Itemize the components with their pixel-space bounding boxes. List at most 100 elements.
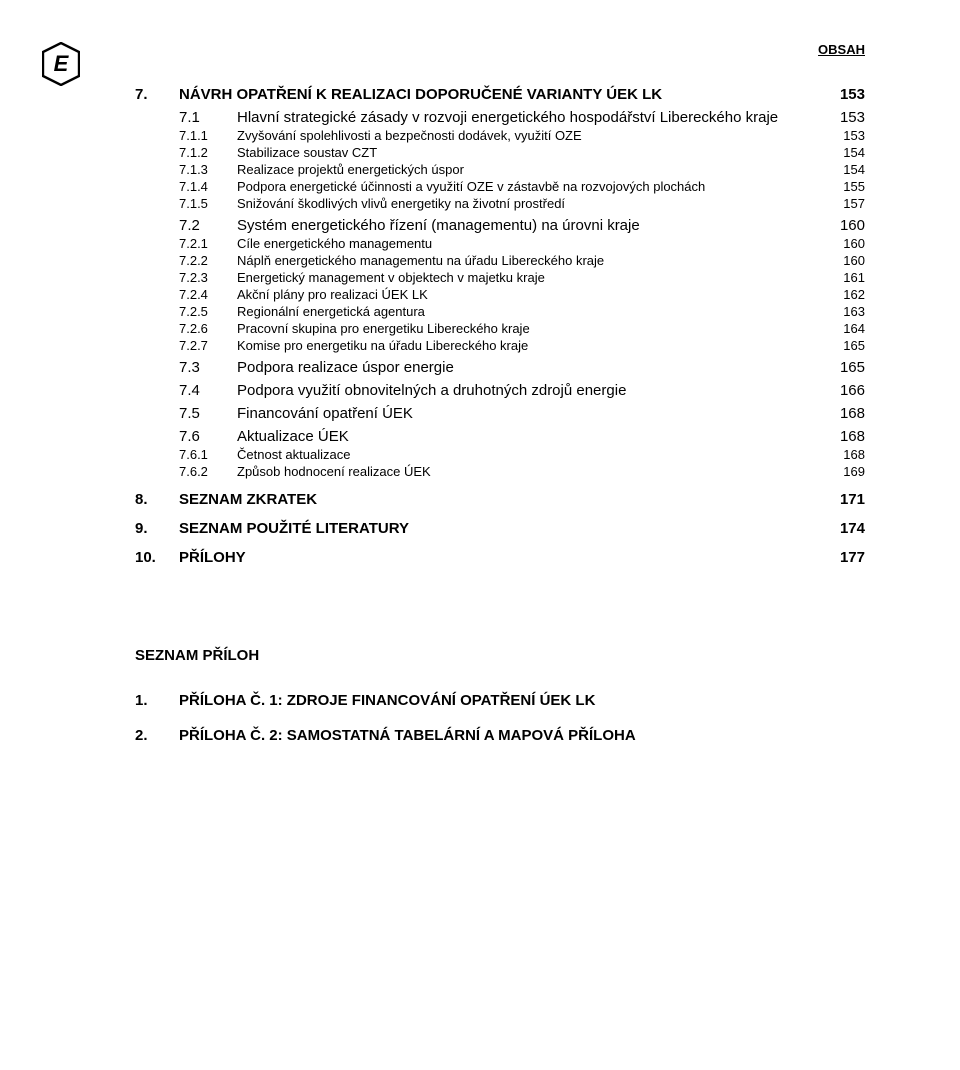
- toc-page: 155: [827, 179, 865, 194]
- toc-row: 7.2.5Regionální energetická agentura163: [135, 303, 865, 320]
- toc-title: SEZNAM ZKRATEK: [179, 491, 827, 508]
- appendix-row: 2.PŘÍLOHA Č. 2: SAMOSTATNÁ TABELÁRNÍ A M…: [135, 727, 865, 744]
- toc-page: 161: [827, 270, 865, 285]
- toc-title: Realizace projektů energetických úspor: [237, 162, 827, 177]
- toc-number: 7.1.3: [135, 162, 237, 177]
- toc-page: 165: [827, 359, 865, 376]
- toc-row: 7.2Systém energetického řízení (manageme…: [135, 216, 865, 235]
- toc-title: Komise pro energetiku na úřadu Liberecké…: [237, 338, 827, 353]
- toc-title: SEZNAM POUŽITÉ LITERATURY: [179, 520, 827, 537]
- toc-row: 7.2.3Energetický management v objektech …: [135, 269, 865, 286]
- document-page: E OBSAH 7.NÁVRH OPATŘENÍ K REALIZACI DOP…: [0, 0, 960, 1070]
- toc-title: Podpora energetické účinnosti a využití …: [237, 179, 827, 194]
- toc-number: 7.1: [135, 109, 237, 126]
- toc-number: 7.6.1: [135, 447, 237, 462]
- toc-number: 10.: [135, 549, 179, 566]
- toc-title: PŘÍLOHY: [179, 549, 827, 566]
- toc-title: NÁVRH OPATŘENÍ K REALIZACI DOPORUČENÉ VA…: [179, 86, 827, 103]
- toc-page: 157: [827, 196, 865, 211]
- toc-row: 10.PŘÍLOHY177: [135, 548, 865, 567]
- toc-page: 165: [827, 338, 865, 353]
- toc-page: 171: [827, 491, 865, 508]
- toc-number: 7.2.2: [135, 253, 237, 268]
- toc-title: Snižování škodlivých vlivů energetiky na…: [237, 196, 827, 211]
- toc-row: 7.5Financování opatření ÚEK168: [135, 404, 865, 423]
- toc-number: 7.3: [135, 359, 237, 376]
- toc-row: 7.6.1Četnost aktualizace168: [135, 446, 865, 463]
- toc-number: 7.2.4: [135, 287, 237, 302]
- appendix-row: 1.PŘÍLOHA Č. 1: ZDROJE FINANCOVÁNÍ OPATŘ…: [135, 692, 865, 709]
- toc-number: 7.2.1: [135, 236, 237, 251]
- toc-title: Akční plány pro realizaci ÚEK LK: [237, 287, 827, 302]
- toc-page: 154: [827, 145, 865, 160]
- toc-row: 7.3Podpora realizace úspor energie165: [135, 358, 865, 377]
- appendix-number: 1.: [135, 692, 179, 709]
- toc-row: 7.6Aktualizace ÚEK168: [135, 427, 865, 446]
- toc-title: Náplň energetického managementu na úřadu…: [237, 253, 827, 268]
- toc-number: 7.: [135, 86, 179, 103]
- toc-number: 7.2: [135, 217, 237, 234]
- appendix-title: PŘÍLOHA Č. 1: ZDROJE FINANCOVÁNÍ OPATŘEN…: [179, 692, 865, 709]
- toc-title: Financování opatření ÚEK: [237, 405, 827, 422]
- toc-number: 7.2.6: [135, 321, 237, 336]
- toc-row: 7.1Hlavní strategické zásady v rozvoji e…: [135, 108, 865, 127]
- toc-number: 7.2.3: [135, 270, 237, 285]
- toc-title: Hlavní strategické zásady v rozvoji ener…: [237, 109, 827, 126]
- appendix-number: 2.: [135, 727, 179, 744]
- toc-number: 7.2.5: [135, 304, 237, 319]
- toc-title: Zvyšování spolehlivosti a bezpečnosti do…: [237, 128, 827, 143]
- toc-page: 160: [827, 236, 865, 251]
- toc-number: 7.6.2: [135, 464, 237, 479]
- toc-row: 7.4Podpora využití obnovitelných a druho…: [135, 381, 865, 400]
- logo-icon: E: [42, 42, 80, 86]
- toc-number: 7.1.1: [135, 128, 237, 143]
- toc-title: Aktualizace ÚEK: [237, 428, 827, 445]
- toc-title: Způsob hodnocení realizace ÚEK: [237, 464, 827, 479]
- toc-row: 7.2.1Cíle energetického managementu160: [135, 235, 865, 252]
- svg-text:E: E: [54, 51, 70, 76]
- toc-title: Regionální energetická agentura: [237, 304, 827, 319]
- toc-title: Četnost aktualizace: [237, 447, 827, 462]
- toc-page: 168: [827, 428, 865, 445]
- toc-row: 7.2.2Náplň energetického managementu na …: [135, 252, 865, 269]
- toc-row: 8.SEZNAM ZKRATEK171: [135, 490, 865, 509]
- toc-page: 164: [827, 321, 865, 336]
- toc-row: 7.1.3Realizace projektů energetických ús…: [135, 161, 865, 178]
- toc-number: 7.1.5: [135, 196, 237, 211]
- toc-page: 168: [827, 447, 865, 462]
- toc-row: 7.1.4Podpora energetické účinnosti a vyu…: [135, 178, 865, 195]
- toc-title: Cíle energetického managementu: [237, 236, 827, 251]
- toc-row: 7.2.6Pracovní skupina pro energetiku Lib…: [135, 320, 865, 337]
- toc-page: 162: [827, 287, 865, 302]
- toc-row: 7.2.7Komise pro energetiku na úřadu Libe…: [135, 337, 865, 354]
- toc-page: 154: [827, 162, 865, 177]
- toc-number: 7.4: [135, 382, 237, 399]
- toc-row: 7.1.2Stabilizace soustav CZT154: [135, 144, 865, 161]
- toc-row: 9.SEZNAM POUŽITÉ LITERATURY174: [135, 519, 865, 538]
- toc-page: 166: [827, 382, 865, 399]
- toc-title: Energetický management v objektech v maj…: [237, 270, 827, 285]
- toc-page: 160: [827, 253, 865, 268]
- toc-row: 7.NÁVRH OPATŘENÍ K REALIZACI DOPORUČENÉ …: [135, 85, 865, 104]
- toc-page: 153: [827, 128, 865, 143]
- toc-page: 160: [827, 217, 865, 234]
- toc-row: 7.2.4Akční plány pro realizaci ÚEK LK162: [135, 286, 865, 303]
- toc-page: 168: [827, 405, 865, 422]
- appendix-title: PŘÍLOHA Č. 2: SAMOSTATNÁ TABELÁRNÍ A MAP…: [179, 727, 865, 744]
- toc-row: 7.1.5Snižování škodlivých vlivů energeti…: [135, 195, 865, 212]
- toc-number: 7.2.7: [135, 338, 237, 353]
- toc-title: Systém energetického řízení (managementu…: [237, 217, 827, 234]
- spacer: [135, 538, 865, 548]
- toc-number: 9.: [135, 520, 179, 537]
- toc-row: 7.1.1Zvyšování spolehlivosti a bezpečnos…: [135, 127, 865, 144]
- table-of-contents: 7.NÁVRH OPATŘENÍ K REALIZACI DOPORUČENÉ …: [135, 85, 865, 567]
- toc-title: Stabilizace soustav CZT: [237, 145, 827, 160]
- appendix-list: 1.PŘÍLOHA Č. 1: ZDROJE FINANCOVÁNÍ OPATŘ…: [135, 692, 865, 744]
- toc-number: 7.1.4: [135, 179, 237, 194]
- appendix-heading: SEZNAM PŘÍLOH: [135, 647, 865, 664]
- toc-page: 153: [827, 86, 865, 103]
- toc-title: Podpora realizace úspor energie: [237, 359, 827, 376]
- toc-page: 163: [827, 304, 865, 319]
- toc-page: 153: [827, 109, 865, 126]
- toc-number: 8.: [135, 491, 179, 508]
